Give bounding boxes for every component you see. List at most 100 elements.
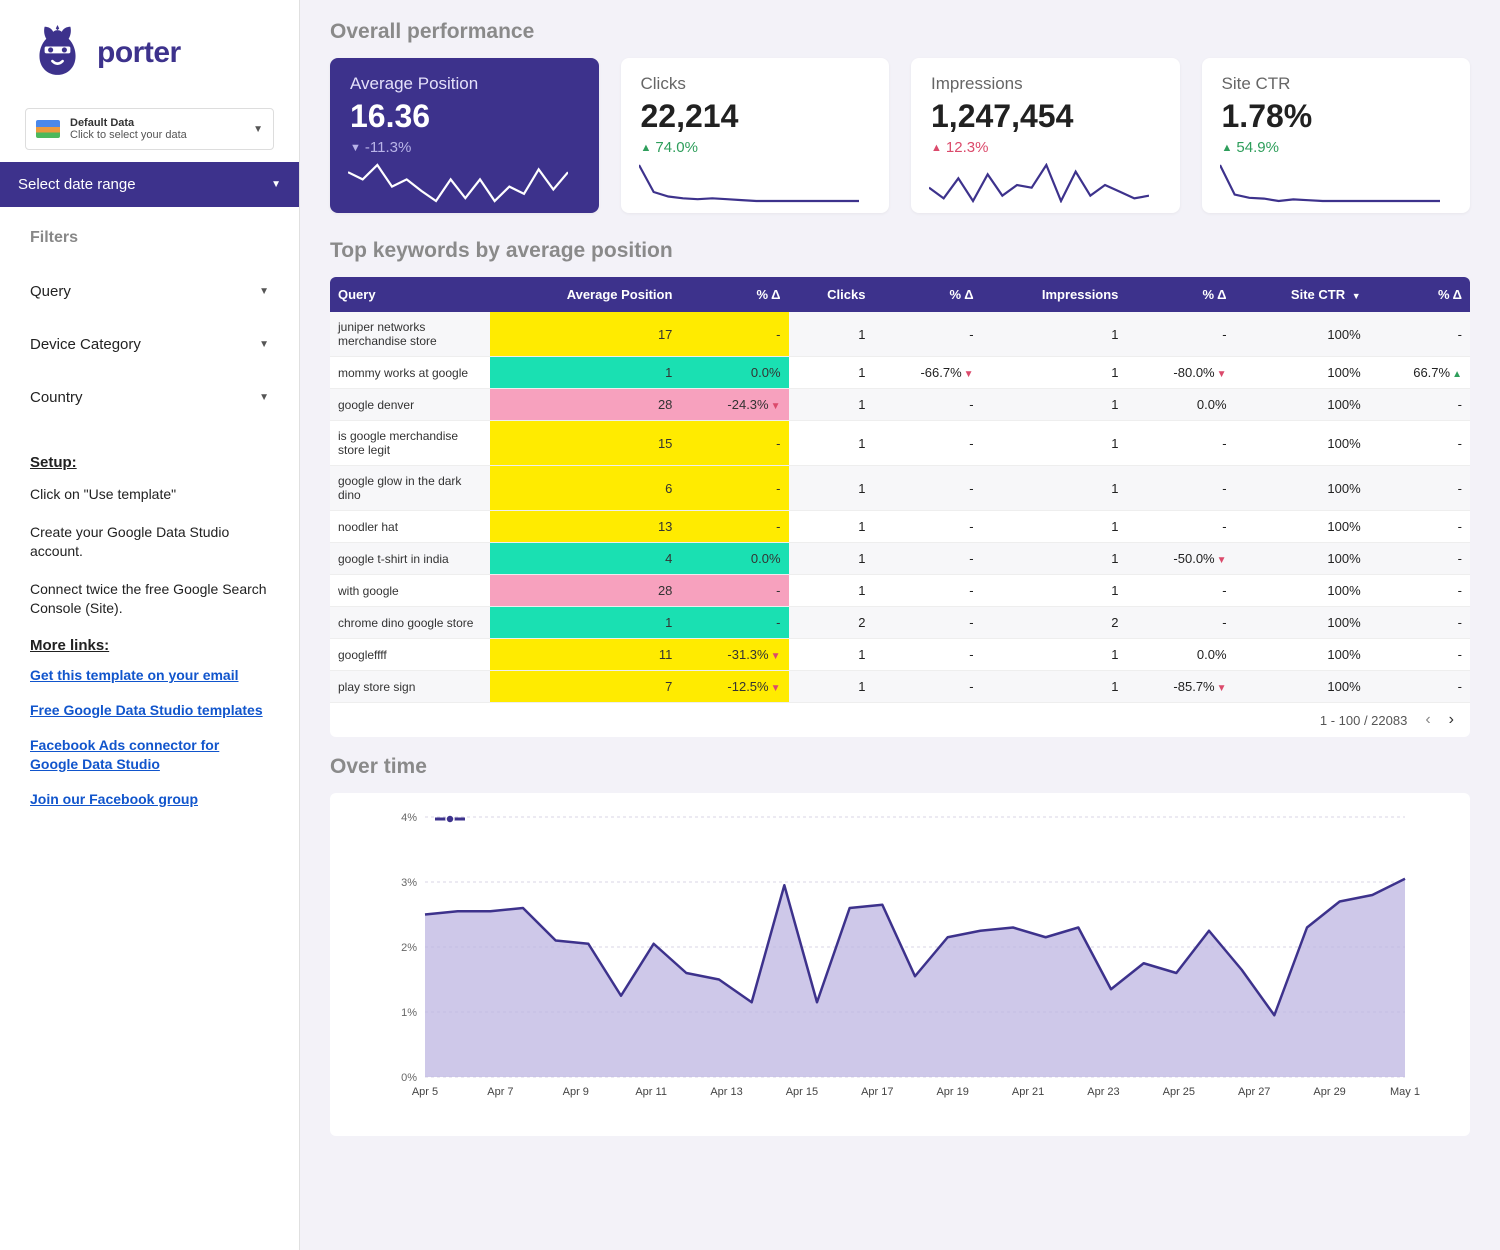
- col-query[interactable]: Query: [330, 277, 490, 312]
- link-item[interactable]: Free Google Data Studio templates: [30, 701, 269, 720]
- table-row[interactable]: is google merchandise store legit 15 - 1…: [330, 421, 1470, 466]
- cell-query: with google: [330, 575, 490, 607]
- cell-ctr-delta: 66.7%▲: [1369, 357, 1470, 389]
- filter-country[interactable]: Country ▼: [30, 371, 269, 424]
- col-site-ctr[interactable]: Site CTR ▼: [1235, 277, 1369, 312]
- cell-pos-delta: 0.0%: [680, 543, 788, 575]
- col--[interactable]: % Δ: [680, 277, 788, 312]
- filter-query[interactable]: Query▼: [30, 265, 269, 318]
- filter-label: Country: [30, 389, 83, 406]
- kpi-card-clicks[interactable]: Clicks 22,214 ▲ 74.0%: [621, 58, 890, 213]
- arrow-up-icon: ▲: [641, 142, 652, 154]
- cell-pos-delta: -: [680, 421, 788, 466]
- cell-avg-position: 6: [490, 466, 680, 511]
- setup-step: Connect twice the free Google Search Con…: [30, 580, 269, 619]
- kpi-card-impressions[interactable]: Impressions 1,247,454 ▲ 12.3%: [911, 58, 1180, 213]
- cell-impr-delta: -: [1126, 607, 1234, 639]
- setup-step: Click on "Use template": [30, 485, 269, 505]
- cell-clicks: 1: [789, 639, 874, 671]
- col--[interactable]: % Δ: [1369, 277, 1470, 312]
- date-range-label: Select date range: [18, 176, 136, 193]
- cell-query: juniper networks merchandise store: [330, 312, 490, 357]
- overtime-title: Over time: [330, 755, 1470, 779]
- cell-impr-delta: -: [1126, 466, 1234, 511]
- cell-ctr-delta: -: [1369, 511, 1470, 543]
- data-source-selector[interactable]: Default Data Click to select your data ▼: [25, 108, 274, 150]
- table-row[interactable]: googleffff 11 -31.3%▼ 1 - 1 0.0% 100% -: [330, 639, 1470, 671]
- filter-label: Device Category: [30, 336, 141, 353]
- cell-clicks: 1: [789, 543, 874, 575]
- chevron-down-icon: ▼: [259, 339, 269, 350]
- sparkline: [1220, 163, 1440, 203]
- arrow-down-icon: ▼: [771, 401, 781, 412]
- table-row[interactable]: google glow in the dark dino 6 - 1 - 1 -…: [330, 466, 1470, 511]
- kpi-delta: ▲ 12.3%: [931, 139, 1160, 156]
- table-pager: 1 - 100 / 22083 ‹ ›: [330, 703, 1470, 737]
- cell-ctr: 100%: [1235, 389, 1369, 421]
- date-range-selector[interactable]: Select date range ▼: [0, 162, 299, 207]
- cell-avg-position: 13: [490, 511, 680, 543]
- overall-title: Overall performance: [330, 20, 1470, 44]
- arrow-down-icon: ▼: [964, 369, 974, 380]
- pager-next-button[interactable]: ›: [1449, 711, 1454, 729]
- cell-clicks: 2: [789, 607, 874, 639]
- overtime-chart: 0%1%2%3%4%Apr 5Apr 7Apr 9Apr 11Apr 13Apr…: [330, 793, 1470, 1136]
- table-row[interactable]: google t-shirt in india 4 0.0% 1 - 1 -50…: [330, 543, 1470, 575]
- pager-range: 1 - 100 / 22083: [1320, 713, 1407, 728]
- kpi-card-site-ctr[interactable]: Site CTR 1.78% ▲ 54.9%: [1202, 58, 1471, 213]
- svg-text:Apr 21: Apr 21: [1012, 1086, 1044, 1098]
- cell-clicks: 1: [789, 671, 874, 703]
- col-clicks[interactable]: Clicks: [789, 277, 874, 312]
- cell-ctr: 100%: [1235, 421, 1369, 466]
- cell-ctr-delta: -: [1369, 543, 1470, 575]
- col--[interactable]: % Δ: [873, 277, 981, 312]
- cell-ctr-delta: -: [1369, 575, 1470, 607]
- cell-impressions: 1: [982, 389, 1127, 421]
- setup-step: Create your Google Data Studio account.: [30, 523, 269, 562]
- cell-query: google glow in the dark dino: [330, 466, 490, 511]
- keywords-title: Top keywords by average position: [330, 239, 1470, 263]
- data-source-title: Default Data: [70, 117, 187, 129]
- kpi-card-average-position[interactable]: Average Position 16.36 ▼ -11.3%: [330, 58, 599, 213]
- kpi-value: 1.78%: [1222, 98, 1451, 135]
- cell-impr-delta: -85.7%▼: [1126, 671, 1234, 703]
- col-impressions[interactable]: Impressions: [982, 277, 1127, 312]
- cell-avg-position: 11: [490, 639, 680, 671]
- cell-avg-position: 4: [490, 543, 680, 575]
- link-item[interactable]: Facebook Ads connector for Google Data S…: [30, 736, 269, 774]
- svg-text:2%: 2%: [401, 942, 417, 954]
- cell-clicks: 1: [789, 389, 874, 421]
- more-links-title: More links:: [30, 637, 269, 654]
- table-row[interactable]: juniper networks merchandise store 17 - …: [330, 312, 1470, 357]
- cell-avg-position: 17: [490, 312, 680, 357]
- kpi-value: 1,247,454: [931, 98, 1160, 135]
- col--[interactable]: % Δ: [1126, 277, 1234, 312]
- table-row[interactable]: google denver 28 -24.3%▼ 1 - 1 0.0% 100%…: [330, 389, 1470, 421]
- cell-clicks-delta: -: [873, 312, 981, 357]
- cell-clicks: 1: [789, 466, 874, 511]
- cell-pos-delta: -: [680, 466, 788, 511]
- pager-prev-button[interactable]: ‹: [1425, 711, 1430, 729]
- chevron-down-icon: ▼: [259, 392, 269, 403]
- table-row[interactable]: mommy works at google 1 0.0% 1 -66.7%▼ 1…: [330, 357, 1470, 389]
- cell-clicks-delta: -: [873, 389, 981, 421]
- table-row[interactable]: with google 28 - 1 - 1 - 100% -: [330, 575, 1470, 607]
- svg-text:Apr 9: Apr 9: [563, 1086, 589, 1098]
- cell-query: chrome dino google store: [330, 607, 490, 639]
- table-row[interactable]: chrome dino google store 1 - 2 - 2 - 100…: [330, 607, 1470, 639]
- cell-clicks: 1: [789, 312, 874, 357]
- table-row[interactable]: noodler hat 13 - 1 - 1 - 100% -: [330, 511, 1470, 543]
- cell-clicks-delta: -: [873, 607, 981, 639]
- cell-pos-delta: -: [680, 312, 788, 357]
- cell-impressions: 1: [982, 671, 1127, 703]
- cell-clicks: 1: [789, 511, 874, 543]
- cell-clicks-delta: -: [873, 639, 981, 671]
- col-average-position[interactable]: Average Position: [490, 277, 680, 312]
- link-item[interactable]: Join our Facebook group: [30, 790, 269, 809]
- chevron-down-icon: ▼: [253, 124, 263, 135]
- link-item[interactable]: Get this template on your email: [30, 666, 269, 685]
- kpi-delta: ▼ -11.3%: [350, 139, 579, 156]
- filter-device-category[interactable]: Device Category ▼: [30, 318, 269, 371]
- table-row[interactable]: play store sign 7 -12.5%▼ 1 - 1 -85.7%▼ …: [330, 671, 1470, 703]
- cell-pos-delta: 0.0%: [680, 357, 788, 389]
